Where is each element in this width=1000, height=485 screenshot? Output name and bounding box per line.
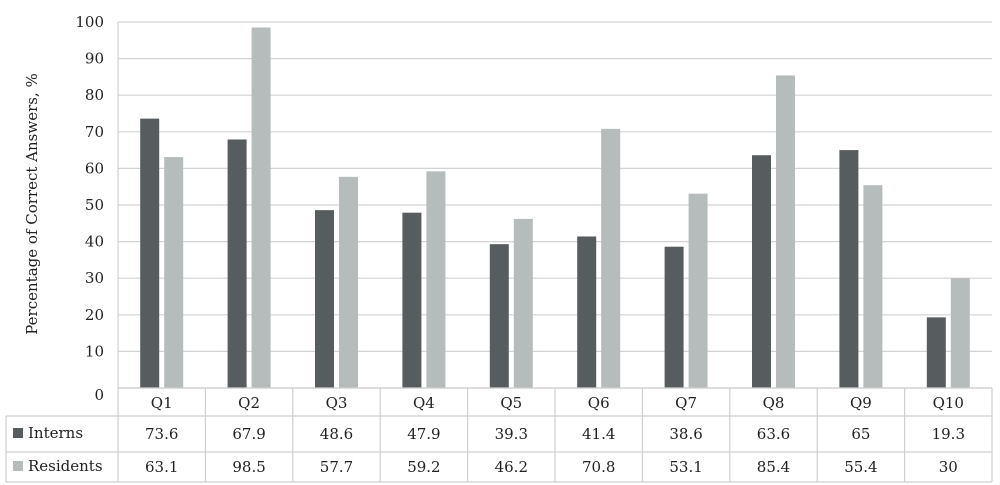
data-label-interns: 63.6 [757, 425, 790, 443]
data-label-interns: 65 [851, 425, 870, 443]
data-label-interns: 38.6 [669, 425, 702, 443]
data-label-residents: 30 [939, 458, 958, 476]
y-tick-label: 40 [85, 233, 104, 251]
y-tick-label: 70 [85, 123, 104, 141]
data-label-residents: 70.8 [582, 458, 615, 476]
legend-label-residents: Residents [28, 457, 103, 475]
data-label-interns: 41.4 [582, 425, 615, 443]
bar-interns-q1 [140, 118, 160, 389]
bar-interns-q8 [752, 155, 771, 388]
category-label: Q4 [413, 394, 435, 412]
bar-residents-q8 [776, 75, 795, 388]
y-tick-label: 0 [94, 386, 104, 404]
data-label-residents: 98.5 [232, 458, 265, 476]
y-tick-label: 80 [85, 86, 104, 104]
bar-residents-q4 [426, 171, 446, 388]
category-label: Q2 [238, 394, 260, 412]
data-label-interns: 19.3 [932, 425, 965, 443]
data-label-residents: 55.4 [844, 458, 877, 476]
category-label: Q5 [500, 394, 522, 412]
bar-residents-q9 [863, 185, 883, 388]
category-label: Q8 [763, 394, 785, 412]
y-tick-label: 60 [85, 159, 104, 177]
bars [140, 27, 970, 389]
gridlines [117, 21, 992, 389]
data-label-interns: 73.6 [145, 425, 178, 443]
bar-interns-q2 [227, 139, 247, 388]
data-label-residents: 59.2 [407, 458, 440, 476]
data-label-residents: 57.7 [320, 458, 353, 476]
bar-residents-q6 [601, 128, 621, 388]
category-label: Q6 [588, 394, 610, 412]
y-axis: 0 10 20 30 40 50 60 70 80 90 100 [75, 13, 104, 404]
category-label: Q7 [675, 394, 697, 412]
bar-residents-q5 [513, 218, 533, 388]
data-table: Q1 Q2 Q3 Q4 Q5 Q6 Q7 Q8 Q9 Q10 Interns 73.6 67.9 48.6… [5, 387, 993, 483]
bar-interns-q7 [664, 246, 684, 388]
bar-residents-q10 [950, 278, 970, 388]
legend-label-interns: Interns [28, 424, 83, 442]
legend-key-interns [13, 428, 23, 438]
data-label-interns: 39.3 [495, 425, 528, 443]
bar-residents-q2 [251, 27, 271, 389]
data-label-interns: 47.9 [407, 425, 440, 443]
bar-interns-q10 [926, 317, 946, 388]
data-label-residents: 53.1 [669, 458, 702, 476]
bar-interns-q3 [315, 210, 334, 388]
category-label: Q9 [850, 394, 872, 412]
category-label: Q10 [933, 394, 964, 412]
bar-interns-q9 [839, 150, 859, 388]
data-label-residents: 46.2 [495, 458, 528, 476]
bar-interns-q4 [402, 212, 422, 388]
category-label: Q3 [326, 394, 348, 412]
data-label-interns: 67.9 [232, 425, 265, 443]
bar-interns-q5 [489, 244, 509, 388]
data-label-interns: 48.6 [320, 425, 353, 443]
data-label-residents: 85.4 [757, 458, 790, 476]
y-tick-label: 20 [85, 306, 104, 324]
bar-residents-q1 [164, 157, 184, 388]
y-tick-label: 100 [75, 13, 104, 31]
bar-residents-q7 [688, 193, 708, 388]
y-tick-label: 50 [85, 196, 104, 214]
y-axis-label: Percentage of Correct Answers, % [23, 73, 41, 334]
y-tick-label: 90 [85, 50, 104, 68]
category-label: Q1 [151, 394, 173, 412]
legend-key-residents [13, 461, 23, 471]
y-tick-label: 30 [85, 269, 104, 287]
y-tick-label: 10 [85, 342, 104, 360]
data-label-residents: 63.1 [145, 458, 178, 476]
bar-residents-q3 [339, 176, 358, 388]
bar-interns-q6 [577, 236, 597, 388]
